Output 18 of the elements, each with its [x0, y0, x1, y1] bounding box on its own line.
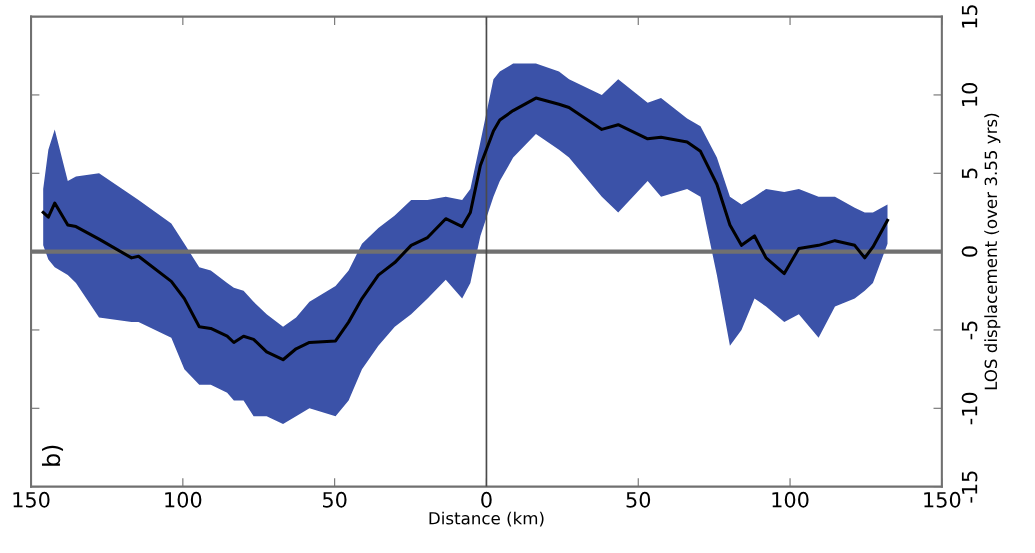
x-tick-label: 100	[165, 491, 202, 508]
x-tick-label: 50	[323, 491, 347, 508]
x-tick-label: 50	[626, 491, 651, 508]
y-tick-label: -15	[961, 471, 978, 503]
line-series	[41, 96, 890, 362]
x-tick-label: 100	[772, 491, 809, 508]
x-axis-title: Distance (km)	[429, 511, 544, 527]
x-tick-label: 0	[481, 491, 492, 508]
y-axis-title: LOS displacement (over 3.55 yrs)	[984, 113, 1001, 390]
y-tick-label: -10	[961, 392, 978, 425]
y-tick-label: 15	[961, 5, 978, 28]
y-tick-label: -5	[961, 321, 978, 340]
y-tick-label: 5	[961, 168, 978, 179]
y-tick-label: 0	[961, 246, 978, 257]
y-tick-label: 10	[961, 83, 978, 106]
x-tick-label: 150	[13, 491, 50, 508]
annotation: b)	[41, 445, 64, 466]
x-tick-label: 150	[924, 491, 961, 508]
